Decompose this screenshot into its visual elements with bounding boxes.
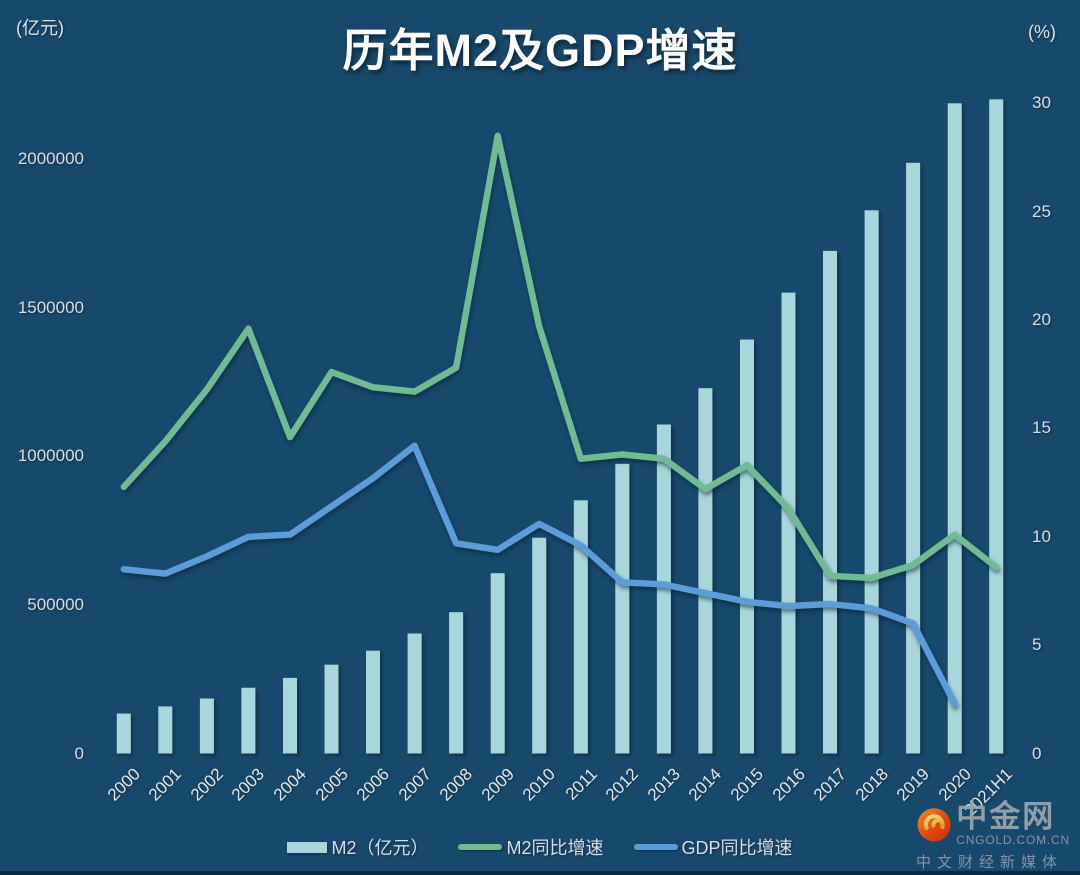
- m2-bar-2016: [781, 292, 796, 754]
- m2-bar-2008: [449, 612, 464, 754]
- left-tick-500000: 500000: [27, 594, 84, 614]
- bottom-edge-strip: [0, 871, 1080, 875]
- m2-bar-2006: [366, 650, 380, 754]
- left-tick-1000000: 1000000: [17, 446, 84, 466]
- legend-label-m2-growth: M2同比增速: [506, 838, 604, 858]
- m2-bar-2002: [199, 698, 214, 754]
- gdp-growth-line-swatch-icon: [633, 844, 678, 850]
- legend-item-gdp-growth: GDP同比增速: [633, 834, 793, 860]
- m2-bar-swatch-icon: [287, 841, 328, 853]
- left-tick-1500000: 1500000: [17, 297, 84, 317]
- gdp-growth-line: [120, 442, 958, 707]
- m2-bar-2014: [698, 388, 713, 754]
- m2-bar-2017: [823, 250, 837, 754]
- m2-bar-2011: [573, 500, 588, 754]
- legend-label-m2: M2（亿元）: [331, 838, 429, 858]
- legend-item-m2-growth: M2同比增速: [458, 834, 604, 860]
- m2-bar-2003: [241, 687, 256, 754]
- m2-bar-2013: [656, 424, 671, 754]
- m2-bar-2007: [407, 633, 422, 754]
- m2-bar-2004: [283, 677, 297, 754]
- m2-bar-2012: [615, 463, 630, 754]
- right-tick-10: 10: [1032, 526, 1051, 546]
- right-tick-0: 0: [1032, 743, 1042, 763]
- m2-bars: [116, 99, 1004, 754]
- right-tick-15: 15: [1032, 418, 1051, 438]
- cngold-watermark: 中金网 CNGOLD.COM.CN 中文财经新媒体: [916, 799, 1070, 872]
- m2-bar-2010: [532, 537, 547, 754]
- m2-bar-2018: [864, 210, 879, 754]
- cngold-logo-icon: [917, 808, 951, 842]
- legend-item-m2: M2（亿元）: [287, 834, 428, 860]
- m2-bar-2020: [947, 103, 962, 754]
- legend-label-gdp-growth: GDP同比增速: [681, 838, 793, 858]
- m2-bar-2001: [158, 706, 173, 754]
- cngold-tagline: 中文财经新媒体: [916, 854, 1064, 871]
- left-tick-2000000: 2000000: [17, 148, 84, 168]
- left-axis-unit: (亿元): [16, 18, 64, 38]
- m2-bar-2015: [740, 339, 754, 754]
- left-tick-0: 0: [74, 743, 84, 763]
- m2-bar-2021H1: [989, 99, 1004, 754]
- right-tick-5: 5: [1032, 635, 1042, 655]
- legend: M2（亿元） M2同比增速 GDP同比增速: [0, 831, 1080, 863]
- right-tick-25: 25: [1032, 201, 1051, 221]
- chart-title: 历年M2及GDP增速: [342, 25, 738, 76]
- m2-growth-line-swatch-icon: [458, 844, 503, 850]
- cngold-brand: 中金网: [956, 799, 1056, 834]
- right-tick-30: 30: [1032, 93, 1051, 113]
- m2-growth-line: [120, 132, 1000, 582]
- m2-bar-2005: [324, 664, 339, 754]
- m2-bar-2019: [906, 162, 921, 754]
- m2-bar-2000: [116, 713, 131, 754]
- right-axis-unit: (%): [1028, 22, 1056, 42]
- cngold-domain: CNGOLD.COM.CN: [956, 833, 1070, 847]
- right-tick-20: 20: [1032, 310, 1051, 329]
- m2-bar-2009: [490, 573, 505, 754]
